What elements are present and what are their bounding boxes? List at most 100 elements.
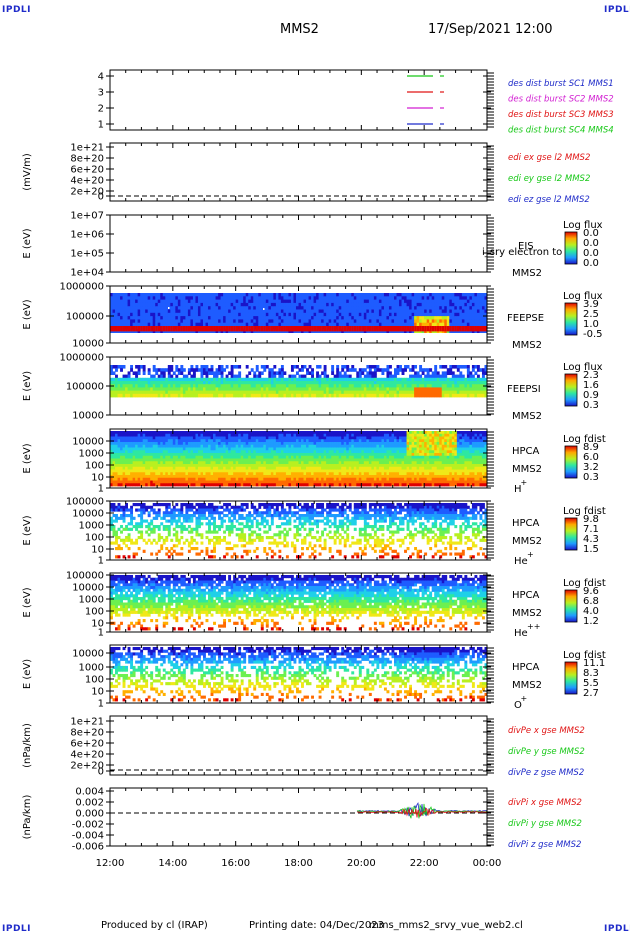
heatmap-cell <box>358 302 362 307</box>
heatmap-cell <box>283 306 287 310</box>
heatmap-cell <box>152 453 156 457</box>
heatmap-cell <box>421 384 425 388</box>
heatmap-cell <box>388 299 392 304</box>
heatmap-cell <box>137 296 141 300</box>
heatmap-cell <box>424 326 428 332</box>
heatmap-cell <box>220 464 224 468</box>
heatmap-cell <box>353 319 357 324</box>
heatmap-cell <box>434 316 438 320</box>
heatmap-cell <box>431 374 435 379</box>
heatmap-cell <box>130 469 134 473</box>
heatmap-cell <box>117 316 121 320</box>
heatmap-cell <box>306 309 309 314</box>
heatmap-cell <box>165 377 169 382</box>
heatmap-cell <box>368 384 372 388</box>
heatmap-cell <box>396 365 400 369</box>
heatmap-cell <box>228 319 232 324</box>
heatmap-cell <box>258 326 262 332</box>
heatmap-cell <box>145 450 149 454</box>
heatmap-cell <box>285 299 289 304</box>
heatmap-cell <box>202 453 206 457</box>
heatmap-cell <box>265 387 269 391</box>
heatmap-cell <box>132 322 136 327</box>
heatmap-cell <box>130 368 134 372</box>
heatmap-cell <box>240 312 244 317</box>
heatmap-cell <box>414 371 418 375</box>
heatmap-cell <box>471 393 475 398</box>
heatmap-cell <box>177 450 181 454</box>
heatmap-cell <box>343 381 347 385</box>
heatmap-cell <box>192 447 196 451</box>
heatmap-cell <box>208 466 211 470</box>
heatmap-cell <box>223 293 227 297</box>
heatmap-cell <box>235 312 239 317</box>
heatmap-cell <box>182 390 186 395</box>
heatmap-cell <box>386 381 390 385</box>
heatmap-cell <box>235 293 239 297</box>
heatmap-cell <box>195 436 199 440</box>
heatmap-cell <box>283 384 287 388</box>
heatmap-cell <box>147 466 151 470</box>
heatmap-cell <box>240 469 244 473</box>
heatmap-cell <box>142 433 146 437</box>
heatmap-cell <box>210 469 214 473</box>
heatmap-cell <box>160 483 164 487</box>
heatmap-cell <box>421 309 425 314</box>
heatmap-cell <box>145 384 149 388</box>
heatmap-cell <box>248 296 252 300</box>
heatmap-cell <box>255 433 259 437</box>
heatmap-cell <box>197 447 201 451</box>
heatmap-cell <box>260 455 264 459</box>
heatmap-cell <box>120 390 123 395</box>
heatmap-cell <box>205 455 209 459</box>
heatmap-cell <box>376 365 380 369</box>
heatmap-cell <box>140 384 144 388</box>
heatmap-cell <box>255 431 259 435</box>
heatmap-cell <box>263 477 267 481</box>
heatmap-cell <box>436 309 440 314</box>
heatmap-cell <box>268 450 272 454</box>
heatmap-cell <box>170 436 174 440</box>
heatmap-cell <box>459 293 463 297</box>
heatmap-cell <box>476 390 480 395</box>
heatmap-cell <box>220 306 224 310</box>
heatmap-cell <box>270 390 274 395</box>
heatmap-cell <box>190 466 194 470</box>
heatmap-cell <box>434 322 438 327</box>
heatmap-cell <box>278 439 282 443</box>
heatmap-cell <box>265 309 269 314</box>
heatmap-cell <box>238 319 242 324</box>
heatmap-cell <box>200 387 204 391</box>
heatmap-cell <box>145 393 149 398</box>
heatmap-cell <box>363 374 367 379</box>
heatmap-cell <box>426 309 430 314</box>
heatmap-cell <box>233 319 237 324</box>
heatmap-cell <box>152 365 156 369</box>
heatmap-cell <box>441 371 445 375</box>
heatmap-cell <box>388 322 392 327</box>
heatmap-cell <box>137 444 141 448</box>
heatmap-cell <box>280 322 284 327</box>
heatmap-cell <box>476 319 480 324</box>
heatmap-cell <box>110 381 113 385</box>
heatmap-cell <box>313 393 317 398</box>
heatmap-cell <box>434 393 438 398</box>
heatmap-cell <box>366 299 370 304</box>
heatmap-cell <box>165 472 169 476</box>
heatmap-cell <box>162 374 166 379</box>
heatmap-cell <box>391 393 395 398</box>
heatmap-cell <box>202 326 206 332</box>
heatmap-cell <box>142 299 146 304</box>
heatmap-cell <box>225 374 229 379</box>
heatmap-cell <box>135 384 139 388</box>
heatmap-cell <box>280 371 284 375</box>
heatmap-cell <box>248 306 252 310</box>
heatmap-cell <box>228 384 232 388</box>
heatmap-cell <box>406 377 410 382</box>
heatmap-cell <box>202 299 206 304</box>
heatmap-cell <box>120 293 123 297</box>
heatmap-cell <box>220 299 224 304</box>
heatmap-cell <box>190 464 194 468</box>
heatmap-cell <box>248 483 252 487</box>
heatmap-cell <box>273 306 277 310</box>
